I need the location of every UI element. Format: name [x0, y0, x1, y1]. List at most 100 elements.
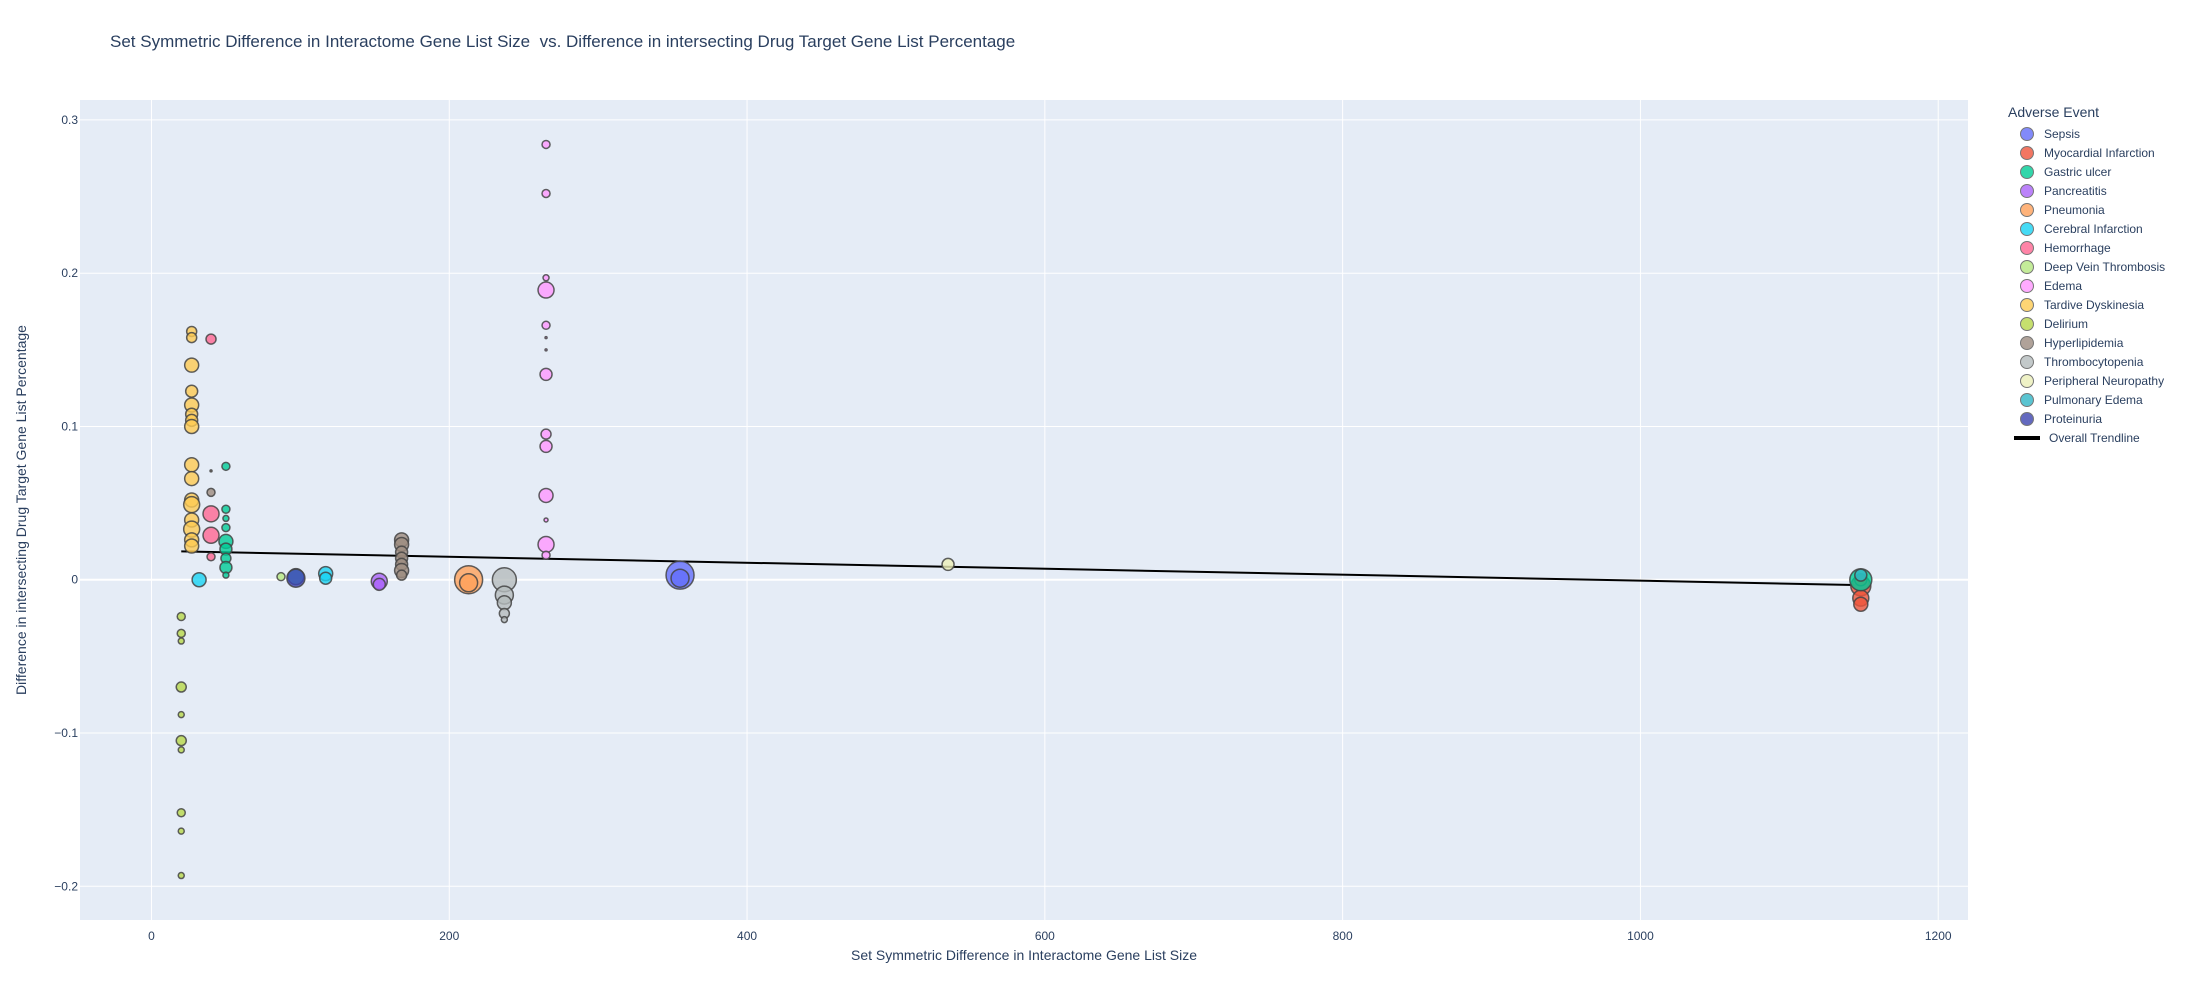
legend-item-edema[interactable]: Edema — [2008, 276, 2165, 295]
legend-item-pancreatitis[interactable]: Pancreatitis — [2008, 181, 2165, 200]
data-point[interactable] — [276, 571, 286, 582]
legend-marker — [2020, 392, 2034, 407]
overall-trendline[interactable] — [181, 550, 1861, 587]
data-point[interactable] — [544, 335, 548, 340]
data-point[interactable] — [496, 594, 513, 611]
data-point[interactable] — [175, 681, 187, 693]
legend-item-hemorrhage[interactable]: Hemorrhage — [2008, 238, 2165, 257]
data-point[interactable] — [177, 871, 185, 880]
data-point[interactable] — [177, 827, 185, 835]
legend-item-peripheral-neuropathy[interactable]: Peripheral Neuropathy — [2008, 371, 2165, 390]
data-point[interactable] — [221, 522, 231, 533]
legend-item-gastric-ulcer[interactable]: Gastric ulcer — [2008, 162, 2165, 181]
data-point[interactable] — [541, 188, 551, 199]
data-point[interactable] — [541, 320, 551, 331]
x-tick-label: 600 — [1035, 929, 1055, 943]
x-axis-title: Set Symmetric Difference in Interactome … — [851, 947, 1197, 963]
data-point[interactable] — [176, 611, 186, 622]
legend-label: Myocardial Infarction — [2044, 145, 2155, 160]
legend-marker — [2020, 240, 2034, 255]
legend-label: Proteinuria — [2044, 411, 2103, 426]
y-tick-labels: −0.2 −0.1 0 0.1 0.2 0.3 — [54, 113, 78, 893]
data-point[interactable] — [222, 514, 230, 523]
legend-item-proteinuria[interactable]: Proteinuria — [2008, 409, 2165, 428]
data-point[interactable] — [209, 469, 213, 473]
data-point[interactable] — [1854, 568, 1868, 582]
x-tick-label: 400 — [737, 929, 757, 943]
data-point[interactable] — [941, 557, 955, 572]
legend-item-pneumonia[interactable]: Pneumonia — [2008, 200, 2165, 219]
data-point[interactable] — [539, 367, 553, 382]
data-point[interactable] — [183, 470, 200, 487]
legend-item-pulmonary-edema[interactable]: Pulmonary Edema — [2008, 390, 2165, 409]
data-point[interactable] — [202, 505, 220, 523]
legend-label: Tardive Dyskinesia — [2044, 297, 2145, 312]
data-point[interactable] — [544, 348, 548, 352]
data-point[interactable] — [395, 569, 408, 581]
legend-line-marker — [2014, 435, 2040, 440]
legend-item-hyperlipidemia[interactable]: Hyperlipidemia — [2008, 333, 2165, 352]
series-hemorrhage — [202, 333, 220, 562]
data-point[interactable] — [176, 628, 186, 639]
series-deep-vein-thrombosis — [276, 571, 286, 582]
data-point[interactable] — [177, 637, 185, 645]
data-point[interactable] — [458, 573, 479, 593]
legend-item-overall-trendline[interactable]: Overall Trendline — [2008, 428, 2165, 447]
legend-marker — [2020, 411, 2034, 426]
legend-label: Pneumonia — [2044, 202, 2105, 217]
data-point[interactable] — [183, 457, 200, 473]
legend-item-myocardial-infarction[interactable]: Myocardial Infarction — [2008, 143, 2165, 162]
x-tick-label: 800 — [1333, 929, 1353, 943]
data-point[interactable] — [372, 577, 387, 592]
data-point[interactable] — [206, 487, 216, 498]
legend-marker — [2020, 316, 2034, 331]
legend-item-thrombocytopenia[interactable]: Thrombocytopenia — [2008, 352, 2165, 371]
legend-item-tardive-dyskinesia[interactable]: Tardive Dyskinesia — [2008, 295, 2165, 314]
data-point[interactable] — [538, 487, 554, 504]
data-point[interactable] — [318, 571, 333, 585]
legend-label: Sepsis — [2044, 126, 2081, 141]
data-point[interactable] — [541, 139, 551, 150]
data-point[interactable] — [183, 538, 200, 554]
data-point[interactable] — [286, 568, 306, 588]
data-point[interactable] — [191, 571, 207, 588]
x-tick-label: 1200 — [1925, 929, 1952, 943]
legend-marker — [2020, 297, 2034, 312]
data-point[interactable] — [537, 535, 555, 554]
data-point[interactable] — [540, 428, 552, 440]
data-point[interactable] — [500, 615, 509, 624]
data-point[interactable] — [206, 551, 216, 562]
data-point[interactable] — [537, 281, 555, 299]
legend-item-cerebral-infarction[interactable]: Cerebral Infarction — [2008, 219, 2165, 238]
data-point[interactable] — [184, 384, 199, 398]
x-tick-label: 200 — [439, 929, 459, 943]
legend-item-deep-vein-thrombosis[interactable]: Deep Vein Thrombosis — [2008, 257, 2165, 276]
data-point[interactable] — [176, 807, 186, 818]
data-point[interactable] — [541, 550, 551, 560]
data-point[interactable] — [670, 568, 690, 588]
data-point[interactable] — [175, 734, 187, 747]
data-points — [175, 139, 1873, 880]
data-point[interactable] — [183, 418, 200, 435]
data-point[interactable] — [1853, 596, 1869, 613]
data-point[interactable] — [543, 517, 549, 523]
data-point[interactable] — [221, 461, 231, 472]
legend: Adverse Event Sepsis Myocardial Infarctio… — [2008, 104, 2165, 447]
legend-label: Overall Trendline — [2049, 430, 2140, 445]
data-point[interactable] — [185, 331, 198, 344]
data-point[interactable] — [221, 504, 231, 514]
data-point[interactable] — [183, 357, 200, 373]
data-point[interactable] — [542, 274, 550, 282]
legend-item-sepsis[interactable]: Sepsis — [2008, 124, 2165, 143]
data-point[interactable] — [177, 746, 185, 754]
data-point[interactable] — [222, 571, 230, 579]
data-point[interactable] — [539, 439, 553, 454]
legend-marker — [2020, 335, 2034, 350]
data-point[interactable] — [202, 526, 220, 545]
data-point[interactable] — [177, 710, 185, 719]
data-point[interactable] — [205, 333, 217, 345]
legend-marker — [2020, 259, 2034, 274]
legend-item-delirium[interactable]: Delirium — [2008, 314, 2165, 333]
data-point[interactable] — [182, 495, 201, 514]
